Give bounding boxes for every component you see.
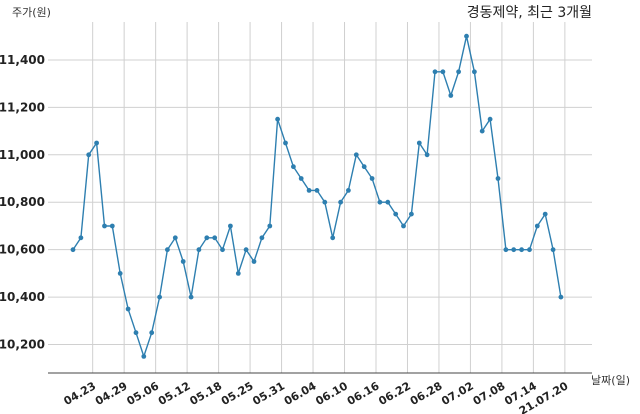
x-tick-label: 05.18	[187, 379, 224, 408]
data-point	[503, 247, 509, 253]
data-point	[94, 140, 99, 146]
data-point	[416, 140, 422, 146]
y-tick-label: 11,400	[0, 53, 45, 67]
x-tick-label: 06.10	[313, 379, 350, 408]
data-point	[220, 247, 225, 253]
data-point	[314, 188, 320, 193]
y-tick-label: 10,800	[0, 195, 45, 209]
data-points	[70, 33, 564, 359]
data-point	[196, 247, 202, 253]
data-point	[86, 152, 92, 158]
data-point	[298, 176, 304, 181]
data-point	[385, 199, 391, 205]
data-point	[188, 294, 194, 300]
y-tick-label: 11,000	[0, 148, 45, 162]
data-point	[243, 247, 249, 253]
data-point	[401, 223, 406, 229]
x-tick-label: 05.25	[219, 379, 256, 408]
data-point	[472, 69, 477, 75]
x-tick-label: 04.29	[93, 379, 130, 408]
x-tick-label: 06.04	[282, 379, 319, 408]
data-point	[369, 176, 375, 181]
data-point	[393, 211, 399, 217]
y-tick-label: 10,600	[0, 243, 45, 257]
data-point	[448, 93, 454, 98]
x-tick-labels: 04.2304.2905.0605.1205.1805.2505.3106.04…	[62, 379, 571, 414]
y-tick-labels: 10,200 10,400 10,600 10,800 11,000 11,200 11,4…	[0, 53, 45, 352]
data-point	[157, 294, 163, 300]
data-point	[464, 33, 469, 39]
y-tick-label: 11,200	[0, 100, 45, 114]
data-point	[259, 235, 265, 241]
data-point	[267, 223, 273, 229]
data-point	[511, 247, 517, 253]
data-point	[322, 199, 328, 205]
x-tick-label: 07.02	[439, 379, 476, 408]
chart-title: 경동제약, 최근 3개월	[467, 5, 592, 21]
data-point	[291, 164, 296, 170]
data-point	[180, 259, 186, 264]
data-point	[346, 188, 351, 193]
data-point	[534, 223, 540, 229]
data-point	[542, 211, 548, 217]
data-point	[353, 152, 359, 158]
data-point	[306, 188, 312, 193]
x-tick-label: 05.12	[156, 379, 193, 408]
x-tick-label: 05.31	[250, 379, 287, 408]
data-point	[487, 116, 493, 122]
data-point	[479, 128, 485, 134]
data-point	[275, 116, 280, 122]
y-tick-label: 10,400	[0, 290, 45, 304]
data-point	[212, 235, 218, 241]
data-point	[361, 164, 367, 170]
data-point	[251, 259, 257, 264]
data-point	[133, 330, 139, 336]
data-point	[283, 140, 288, 146]
grid	[48, 22, 592, 373]
data-point	[78, 235, 84, 241]
data-point	[228, 223, 233, 229]
data-point	[377, 199, 383, 205]
x-tick-label: 04.23	[62, 379, 99, 408]
data-point	[149, 330, 155, 336]
data-point	[125, 306, 131, 312]
data-point	[495, 176, 501, 181]
data-point	[172, 235, 178, 241]
data-point	[409, 211, 414, 217]
data-point	[558, 294, 564, 300]
data-point	[330, 235, 336, 241]
x-tick-label: 07.08	[471, 379, 508, 408]
x-axis-label: 날짜(일)	[591, 373, 630, 387]
data-point	[109, 223, 115, 229]
data-point	[117, 271, 123, 276]
x-tick-label: 06.22	[376, 379, 413, 408]
x-tick-label: 06.28	[408, 379, 445, 408]
data-point	[432, 69, 438, 75]
data-point	[519, 247, 524, 253]
x-tick-label: 06.16	[345, 379, 382, 408]
data-point	[141, 354, 147, 359]
y-axis-label: 주가(원)	[12, 6, 51, 19]
data-point	[527, 247, 532, 253]
data-point	[235, 271, 241, 276]
data-point	[338, 199, 343, 205]
data-point	[440, 69, 446, 75]
data-point	[550, 247, 556, 253]
x-tick-label: 05.06	[125, 379, 162, 408]
data-point	[456, 69, 461, 75]
y-tick-label: 10,200	[0, 338, 45, 352]
data-point	[102, 223, 107, 229]
data-point	[70, 247, 76, 253]
data-point	[204, 235, 210, 241]
data-point	[165, 247, 170, 253]
price-line	[72, 36, 562, 359]
data-point	[424, 152, 430, 158]
